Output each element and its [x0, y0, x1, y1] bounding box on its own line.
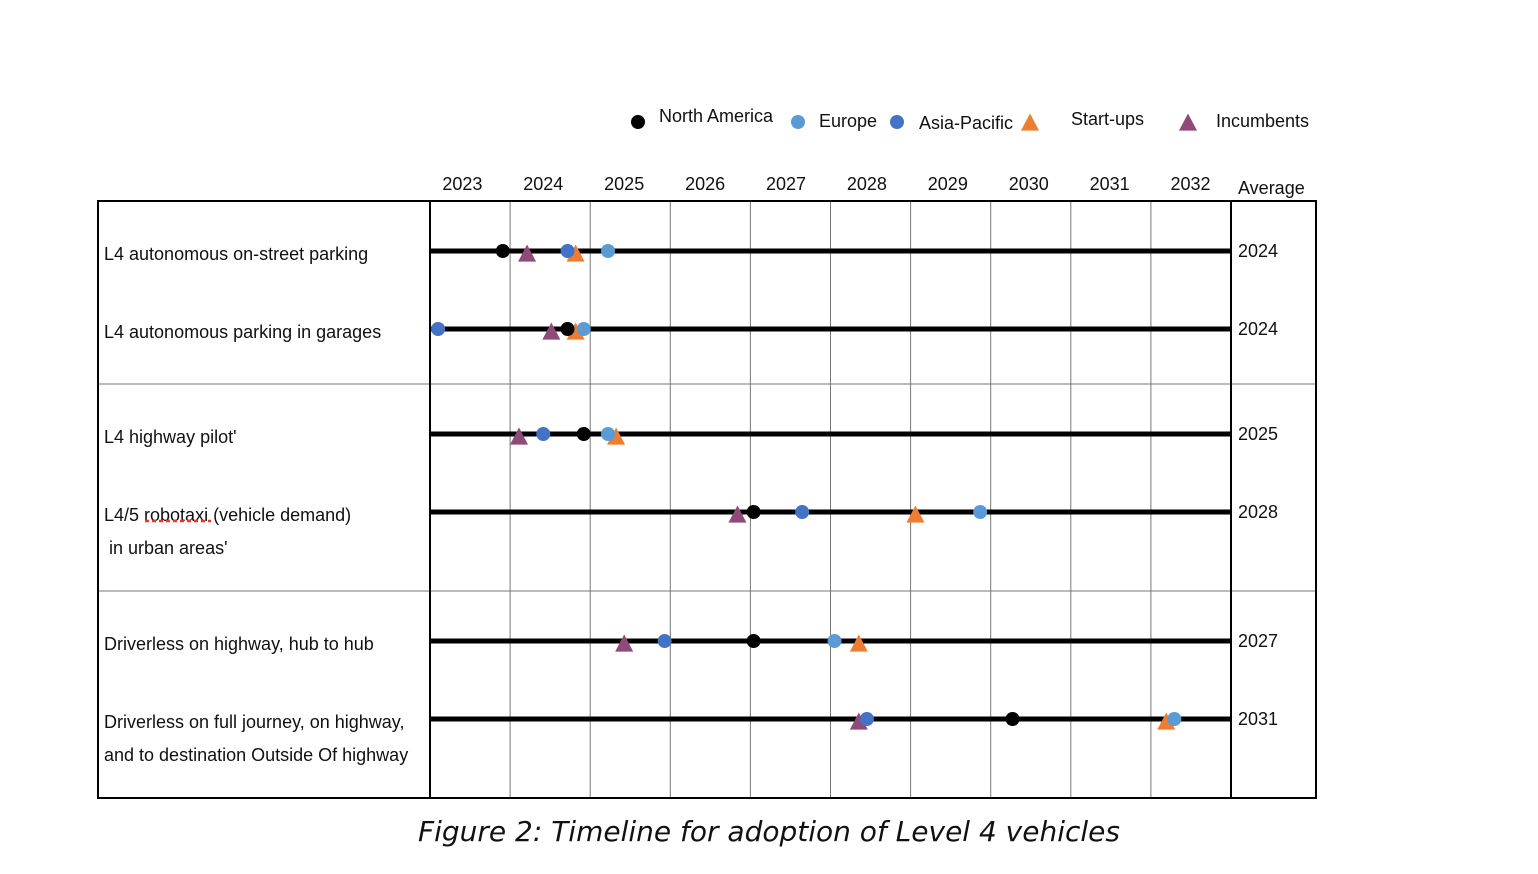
legend-marker-north-america [631, 115, 645, 129]
table-frame [97, 200, 1317, 799]
row-2-1-marker-incumbents [849, 712, 868, 730]
row-1-0-marker-start-ups [607, 427, 626, 445]
row-2-0-average: 2027 [1238, 631, 1278, 651]
year-tick-2032: 2032 [1171, 174, 1211, 194]
row-2-1-marker-start-ups [1157, 712, 1176, 730]
year-tick-2024: 2024 [523, 174, 563, 194]
legend-label-incumbents: Incumbents [1216, 111, 1309, 131]
row-1-1-marker-start-ups [906, 505, 925, 523]
row-0-1-average: 2024 [1238, 319, 1278, 339]
row-0-0-marker-asia-pacific [560, 244, 575, 258]
year-tick-2027: 2027 [766, 174, 806, 194]
row-2-0-marker-start-ups [849, 634, 868, 652]
row-0-1-marker-europe [576, 322, 591, 336]
row-0-1-marker-asia-pacific [431, 322, 446, 336]
row-1-0-label-line-0: L4 highway pilot' [104, 427, 237, 447]
year-tick-2028: 2028 [847, 174, 887, 194]
row-2-0-marker-incumbents [615, 634, 634, 652]
row-1-0-marker-north-america [576, 427, 591, 441]
row-1-1-marker-incumbents [728, 505, 747, 523]
row-0-1-marker-incumbents [542, 322, 561, 340]
row-2-0-marker-europe [827, 634, 842, 648]
average-header: Average [1238, 178, 1305, 198]
figure-caption: Figure 2: Timeline for adoption of Level… [418, 815, 1120, 848]
year-tick-2030: 2030 [1009, 174, 1049, 194]
row-1-1-marker-europe [973, 505, 988, 519]
row-2-1-marker-north-america [1005, 712, 1020, 726]
legend-marker-start-ups [1020, 113, 1040, 131]
row-1-1-average: 2028 [1238, 502, 1278, 522]
row-2-0-marker-asia-pacific [657, 634, 672, 648]
row-0-0-marker-start-ups [566, 244, 585, 262]
legend-marker-asia-pacific [890, 115, 904, 129]
row-0-0-label-line-0: L4 autonomous on-street parking [104, 244, 368, 264]
row-2-1-marker-asia-pacific [859, 712, 874, 726]
year-tick-2026: 2026 [685, 174, 725, 194]
row-1-0-average: 2025 [1238, 424, 1278, 444]
row-0-1-marker-start-ups [566, 322, 585, 340]
row-2-1-label-line-0: Driverless on full journey, on highway, [104, 712, 404, 732]
row-1-1-marker-north-america [746, 505, 761, 519]
row-1-1-label-line-0: L4/5 robotaxi (vehicle demand) [104, 505, 351, 525]
year-tick-2025: 2025 [604, 174, 644, 194]
row-2-0-marker-north-america [746, 634, 761, 648]
row-2-0-label-line-0: Driverless on highway, hub to hub [104, 634, 374, 654]
legend-label-north-america: North America [659, 106, 774, 126]
row-0-0-marker-incumbents [518, 244, 537, 262]
row-1-0-marker-incumbents [509, 427, 529, 445]
row-1-1-label-line-1: in urban areas' [104, 538, 228, 558]
legend-marker-incumbents [1178, 113, 1198, 131]
year-tick-2031: 2031 [1090, 174, 1130, 194]
row-2-1-marker-europe [1167, 712, 1182, 726]
row-2-1-average: 2031 [1238, 709, 1278, 729]
year-tick-2023: 2023 [442, 174, 482, 194]
row-0-0-marker-europe [601, 244, 615, 258]
row-0-0-marker-north-america [495, 244, 510, 258]
row-1-1-marker-asia-pacific [795, 505, 810, 519]
legend-marker-europe [791, 115, 805, 129]
legend-label-asia-pacific: Asia-Pacific [919, 113, 1013, 133]
row-1-0-marker-asia-pacific [536, 427, 551, 441]
row-0-1-marker-north-america [560, 322, 575, 336]
row-2-1-label-line-1: and to destination Outside Of highway [104, 745, 408, 765]
row-1-0-marker-europe [601, 427, 615, 441]
legend-label-europe: Europe [819, 111, 877, 131]
row-0-1-label-line-0: L4 autonomous parking in garages [104, 322, 381, 342]
legend-label-start-ups: Start-ups [1071, 109, 1144, 129]
row-0-0-average: 2024 [1238, 241, 1278, 261]
year-tick-2029: 2029 [928, 174, 968, 194]
